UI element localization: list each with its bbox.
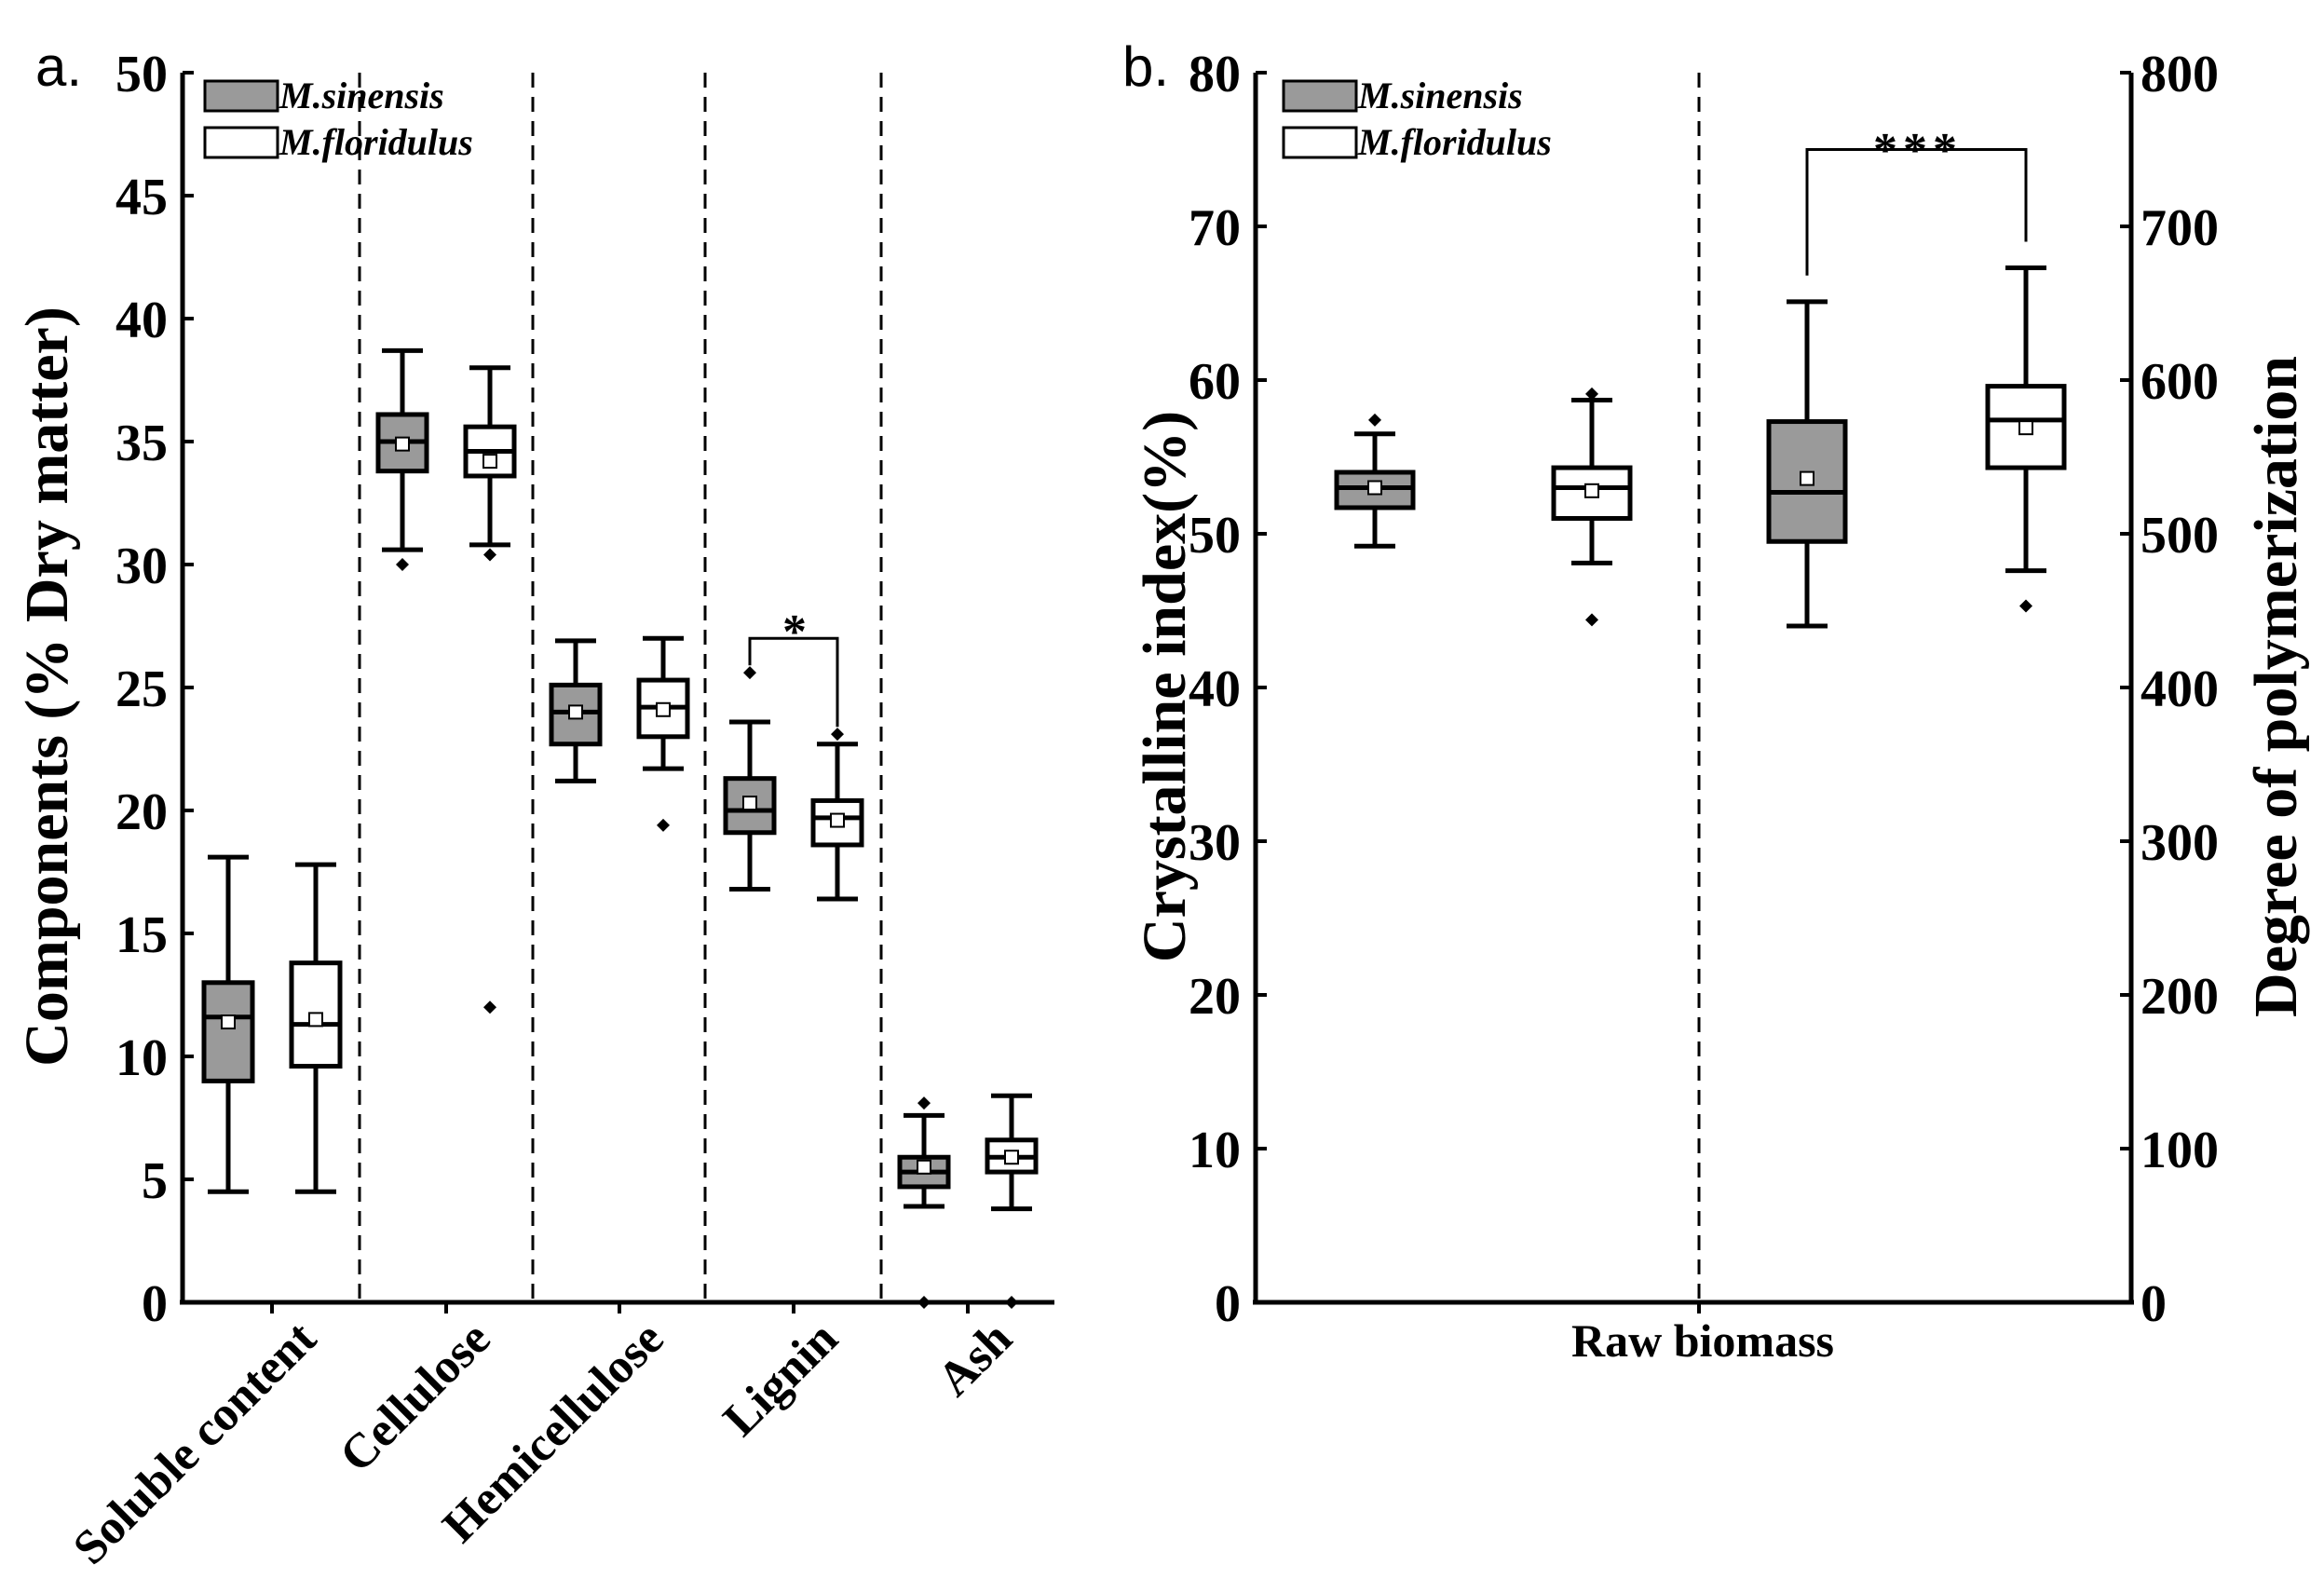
box-dp-floridulus-mean [2018, 420, 2033, 436]
panel-b-left-y-ticks: 0 10 20 30 40 50 60 70 80 [1189, 46, 1267, 1333]
box-sinensis-0-box [201, 980, 255, 1083]
panel-b-boxes [1334, 265, 2067, 629]
legend-swatch-floridulus [203, 126, 279, 159]
y-tick-label: 80 [1189, 46, 1241, 103]
y-tick-label: 30 [1189, 814, 1241, 872]
legend-swatch-sinensis [203, 79, 279, 113]
y-tick-label: 50 [116, 46, 168, 103]
panel-a-y-axis-label: Components (% Dry matter) [13, 306, 81, 1067]
box-ci-sinensis-mean [1367, 480, 1382, 496]
x-category-label: Cellulose [330, 1312, 500, 1482]
panel-b-right-y-axis-label: Degree of polymerization [2242, 356, 2310, 1017]
box-dp-floridulus-outlier-0 [2019, 599, 2032, 613]
box-floridulus-0-mean [308, 1012, 323, 1028]
y2-tick-label: 200 [2141, 968, 2219, 1026]
y2-tick-label: 700 [2141, 199, 2219, 257]
x-category-label: Soluble content [63, 1312, 327, 1575]
y-tick-label: 45 [116, 169, 168, 226]
box-floridulus-3-mean [830, 812, 845, 828]
panel-b-significance: *** [1805, 124, 2028, 276]
box-floridulus-2-mean [656, 701, 671, 717]
y-tick-label: 50 [1189, 507, 1241, 565]
box-sinensis-2-mean [568, 704, 583, 720]
y2-tick-label: 300 [2141, 814, 2219, 872]
box-floridulus-2-outlier-0 [657, 818, 670, 832]
y2-tick-label: 100 [2141, 1122, 2219, 1179]
y2-tick-label: 600 [2141, 353, 2219, 411]
box-ci-sinensis-outlier-0 [1368, 413, 1381, 427]
panel-a-y-ticks: 0 5 10 15 20 25 30 35 40 45 50 [116, 46, 194, 1333]
panel-b-axes [1253, 73, 2134, 1305]
y2-tick-label: 500 [2141, 507, 2219, 565]
x-category-label: Ash [928, 1312, 1023, 1407]
y-tick-label: 40 [1189, 660, 1241, 718]
panel-b-legend: M.sinensis M.floridulus [1282, 75, 1552, 163]
legend-label-floridulus: M.floridulus [1357, 121, 1552, 163]
box-dp-sinensis-mean [1800, 470, 1814, 486]
y-tick-label: 40 [116, 292, 168, 349]
panel-a-separators [358, 73, 883, 1302]
legend-swatch-sinensis [1282, 79, 1358, 113]
box-sinensis-1-mean [395, 436, 410, 452]
panel-b-left-y-axis-label: Crystalline index(%) [1131, 411, 1199, 962]
y-tick-label: 20 [1189, 968, 1241, 1026]
y-tick-label: 60 [1189, 353, 1241, 411]
legend-label-sinensis: M.sinensis [279, 75, 444, 116]
legend-swatch-floridulus [1282, 126, 1358, 159]
panel-a-boxes [201, 347, 1039, 1309]
y-tick-label: 20 [116, 783, 168, 841]
y2-tick-label: 400 [2141, 660, 2219, 718]
box-sinensis-4-mean [917, 1159, 931, 1175]
y-tick-label: 25 [116, 660, 168, 718]
box-ci-floridulus-mean [1584, 483, 1599, 498]
box-ci-floridulus-outlier-1 [1585, 613, 1598, 627]
box-floridulus-1-outlier-1 [483, 1000, 496, 1014]
y-tick-label: 10 [1189, 1122, 1241, 1179]
box-floridulus-1-outlier-0 [483, 548, 496, 562]
box-sinensis-0-mean [221, 1014, 236, 1030]
significance-lignin-label: * [782, 606, 807, 659]
box-sinensis-1-outlier-0 [396, 558, 409, 571]
box-sinensis-3-mean [742, 796, 757, 811]
legend-label-sinensis: M.sinensis [1357, 75, 1523, 116]
significance-lignin-bracket [748, 636, 839, 728]
legend-label-floridulus: M.floridulus [279, 121, 473, 163]
box-floridulus-4-mean [1004, 1150, 1019, 1165]
y-tick-label: 0 [1215, 1275, 1241, 1333]
box-floridulus-3-box [810, 797, 864, 848]
y2-tick-label: 0 [2141, 1275, 2167, 1333]
box-floridulus-3-outlier-0 [831, 728, 844, 742]
box-ci-floridulus-outlier-0 [1585, 387, 1598, 401]
y2-tick-label: 800 [2141, 46, 2219, 103]
panel-b-right-y-ticks: 0 100 200 300 400 500 600 700 800 [2120, 46, 2219, 1333]
y-tick-label: 15 [116, 906, 168, 964]
panel-a-significance: * [748, 606, 839, 728]
box-floridulus-1-mean [482, 454, 497, 470]
y-tick-label: 0 [142, 1275, 168, 1333]
panel-b-x-axis-label: Raw biomass [1571, 1314, 1834, 1367]
x-category-label: Lignin [714, 1312, 849, 1447]
box-sinensis-3-outlier-0 [743, 666, 756, 680]
box-sinensis-2-box [549, 682, 603, 747]
panel-b: b. 0 10 20 30 40 50 60 70 80 0 100 200 300 400 500 600… [1122, 35, 2310, 1367]
y-tick-label: 35 [116, 415, 168, 472]
box-dp-sinensis-box [1766, 419, 1848, 544]
box-sinensis-4-outlier-0 [917, 1096, 931, 1110]
y-tick-label: 10 [116, 1029, 168, 1087]
panel-a-legend: M.sinensis M.floridulus [203, 75, 473, 163]
y-tick-label: 70 [1189, 199, 1241, 257]
y-tick-label: 5 [142, 1152, 168, 1210]
significance-dp-bracket [1805, 148, 2028, 276]
panel-b-label: b. [1122, 35, 1169, 98]
panel-a-label: a. [35, 35, 82, 98]
y-tick-label: 30 [116, 538, 168, 595]
